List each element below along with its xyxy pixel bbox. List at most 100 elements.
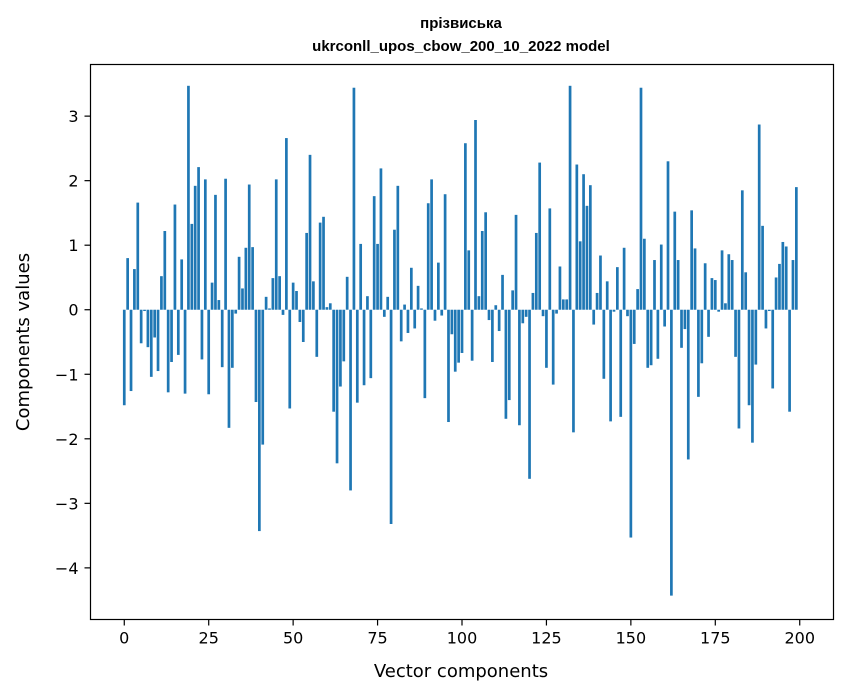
- bar-185: [747, 309, 751, 406]
- bar-171: [700, 309, 704, 364]
- bar-119: [524, 309, 528, 317]
- bar-92: [433, 309, 437, 321]
- bar-48: [285, 138, 288, 310]
- bar-137: [585, 205, 589, 310]
- bar-74: [372, 196, 376, 310]
- bar-61: [328, 303, 332, 310]
- x-tick-label: 0: [119, 629, 129, 648]
- bar-10: [156, 309, 160, 372]
- bar-123: [538, 162, 542, 310]
- bar-94: [440, 309, 444, 316]
- bar-19: [187, 85, 190, 310]
- bar-7: [146, 309, 150, 348]
- bar-101: [464, 143, 467, 310]
- x-tick-label: 175: [700, 629, 731, 648]
- y-tick-label: 2: [68, 172, 78, 191]
- bar-148: [622, 247, 626, 310]
- bar-196: [784, 246, 788, 310]
- bar-69: [355, 309, 359, 403]
- x-axis: 0 25 50 75 100 125 150 175 200: [119, 619, 815, 648]
- y-tick-label: −4: [55, 559, 79, 578]
- bar-73: [369, 309, 373, 379]
- bar-187: [754, 309, 758, 365]
- bar-152: [636, 289, 639, 310]
- bar-28: [217, 300, 221, 310]
- bar-16: [176, 309, 180, 355]
- bar-53: [301, 309, 305, 342]
- bar-20: [190, 223, 194, 310]
- bar-89: [423, 309, 427, 399]
- bar-141: [599, 255, 602, 310]
- bar-158: [656, 309, 660, 359]
- bars-group: [122, 85, 798, 596]
- bar-5: [139, 309, 143, 344]
- bar-46: [278, 276, 281, 310]
- bar-70: [359, 243, 363, 310]
- y-tick-label: −3: [55, 494, 79, 513]
- bar-62: [332, 309, 336, 412]
- bar-17: [180, 259, 184, 310]
- bar-157: [653, 260, 656, 310]
- x-axis-label: Vector components: [374, 661, 548, 682]
- bar-150: [629, 309, 633, 538]
- bar-160: [663, 309, 666, 327]
- y-tick-label: −2: [55, 430, 79, 449]
- bar-177: [720, 250, 724, 310]
- bar-174: [710, 278, 714, 310]
- bar-78: [386, 296, 390, 310]
- bar-114: [507, 309, 511, 401]
- bar-37: [247, 184, 251, 310]
- bar-121: [531, 292, 535, 310]
- bar-103: [470, 309, 474, 361]
- x-tick-label: 150: [616, 629, 647, 648]
- bar-116: [514, 214, 518, 310]
- bar-54: [305, 232, 308, 310]
- bar-199: [795, 187, 798, 310]
- y-axis-label: Components values: [13, 253, 34, 431]
- bar-51: [295, 291, 298, 310]
- bar-195: [781, 241, 785, 310]
- bar-107: [484, 212, 487, 310]
- bar-149: [626, 309, 629, 317]
- bar-63: [335, 309, 339, 464]
- x-tick-label: 25: [199, 629, 219, 648]
- bar-50: [291, 282, 295, 310]
- bar-100: [460, 309, 464, 353]
- bar-84: [406, 309, 410, 333]
- bar-35: [241, 288, 244, 310]
- bar-76: [379, 168, 383, 310]
- bar-1: [126, 258, 129, 310]
- bar-87: [416, 285, 420, 310]
- bar-58: [318, 222, 322, 310]
- bar-44: [271, 278, 275, 310]
- y-tick-label: −1: [55, 365, 79, 384]
- bar-124: [541, 309, 545, 317]
- bar-169: [693, 248, 697, 310]
- bar-163: [673, 211, 677, 310]
- bar-68: [352, 87, 356, 310]
- bar-180: [730, 260, 734, 310]
- bar-67: [349, 309, 352, 491]
- bar-129: [558, 266, 562, 310]
- bar-122: [534, 232, 538, 310]
- bar-181: [734, 309, 737, 357]
- bar-190: [764, 309, 768, 329]
- bar-156: [649, 309, 653, 366]
- bar-189: [761, 225, 764, 310]
- bar-95: [443, 194, 447, 310]
- y-tick-label: 1: [68, 236, 78, 255]
- bar-159: [659, 244, 663, 310]
- bar-11: [160, 276, 163, 310]
- bar-144: [609, 309, 612, 422]
- bar-66: [345, 276, 349, 310]
- bar-143: [605, 281, 609, 310]
- y-tick-label: 3: [68, 107, 78, 126]
- bar-109: [491, 309, 494, 362]
- bar-80: [393, 229, 396, 310]
- bar-130: [561, 299, 565, 310]
- bar-127: [551, 309, 555, 385]
- bar-36: [244, 247, 248, 310]
- bar-72: [366, 296, 369, 310]
- bar-9: [153, 309, 157, 338]
